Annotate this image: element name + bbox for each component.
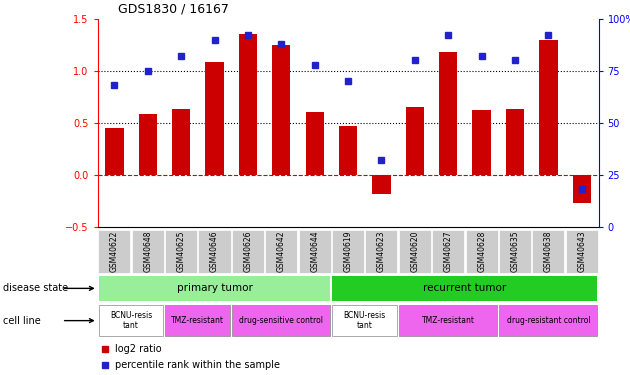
Bar bbox=[339, 126, 357, 175]
Bar bbox=[265, 230, 297, 273]
Text: GSM40642: GSM40642 bbox=[277, 231, 286, 272]
Bar bbox=[172, 109, 190, 175]
Bar bbox=[406, 107, 424, 175]
Bar bbox=[566, 230, 598, 273]
Bar bbox=[239, 34, 257, 175]
Text: BCNU-resis
tant: BCNU-resis tant bbox=[343, 311, 386, 330]
Bar bbox=[365, 230, 398, 273]
Bar bbox=[332, 230, 364, 273]
Bar bbox=[299, 230, 331, 273]
Text: drug-resistant control: drug-resistant control bbox=[507, 316, 590, 325]
Bar bbox=[500, 305, 597, 336]
Bar bbox=[232, 305, 330, 336]
Text: GSM40628: GSM40628 bbox=[477, 231, 486, 272]
Text: TMZ-resistant: TMZ-resistant bbox=[421, 316, 475, 325]
Bar bbox=[573, 175, 591, 203]
Bar bbox=[333, 276, 597, 301]
Bar bbox=[205, 63, 224, 175]
Bar bbox=[333, 305, 397, 336]
Text: drug-sensitive control: drug-sensitive control bbox=[239, 316, 323, 325]
Bar bbox=[399, 230, 431, 273]
Bar bbox=[166, 305, 230, 336]
Bar bbox=[506, 109, 524, 175]
Text: recurrent tumor: recurrent tumor bbox=[423, 284, 507, 293]
Bar bbox=[432, 230, 464, 273]
Text: GSM40619: GSM40619 bbox=[343, 231, 353, 272]
Text: disease state: disease state bbox=[3, 284, 68, 293]
Text: GSM40646: GSM40646 bbox=[210, 231, 219, 272]
Bar bbox=[198, 230, 231, 273]
Text: GSM40623: GSM40623 bbox=[377, 231, 386, 272]
Bar bbox=[232, 230, 264, 273]
Bar bbox=[139, 114, 157, 175]
Bar bbox=[539, 40, 558, 175]
Bar bbox=[165, 230, 197, 273]
Bar bbox=[472, 110, 491, 175]
Text: GSM40635: GSM40635 bbox=[510, 231, 520, 272]
Text: GSM40620: GSM40620 bbox=[410, 231, 420, 272]
Text: BCNU-resis
tant: BCNU-resis tant bbox=[110, 311, 152, 330]
Bar bbox=[105, 128, 123, 175]
Text: TMZ-resistant: TMZ-resistant bbox=[171, 316, 224, 325]
Text: GSM40625: GSM40625 bbox=[176, 231, 186, 272]
Bar bbox=[98, 230, 130, 273]
Text: GSM40627: GSM40627 bbox=[444, 231, 453, 272]
Bar bbox=[466, 230, 498, 273]
Bar bbox=[399, 305, 497, 336]
Bar bbox=[306, 112, 324, 175]
Text: GSM40626: GSM40626 bbox=[243, 231, 253, 272]
Text: GDS1830 / 16167: GDS1830 / 16167 bbox=[118, 2, 229, 15]
Bar bbox=[132, 230, 164, 273]
Text: GSM40648: GSM40648 bbox=[143, 231, 152, 272]
Text: GSM40622: GSM40622 bbox=[110, 231, 119, 272]
Bar bbox=[272, 45, 290, 175]
Text: primary tumor: primary tumor bbox=[176, 284, 253, 293]
Text: GSM40643: GSM40643 bbox=[577, 231, 587, 272]
Text: GSM40638: GSM40638 bbox=[544, 231, 553, 272]
Bar bbox=[532, 230, 564, 273]
Text: percentile rank within the sample: percentile rank within the sample bbox=[115, 360, 280, 370]
Bar bbox=[439, 52, 457, 175]
Text: cell line: cell line bbox=[3, 316, 41, 326]
Text: log2 ratio: log2 ratio bbox=[115, 344, 162, 354]
Bar bbox=[499, 230, 531, 273]
Text: GSM40644: GSM40644 bbox=[310, 231, 319, 272]
Bar bbox=[99, 305, 163, 336]
Bar bbox=[372, 175, 391, 194]
Bar bbox=[99, 276, 330, 301]
